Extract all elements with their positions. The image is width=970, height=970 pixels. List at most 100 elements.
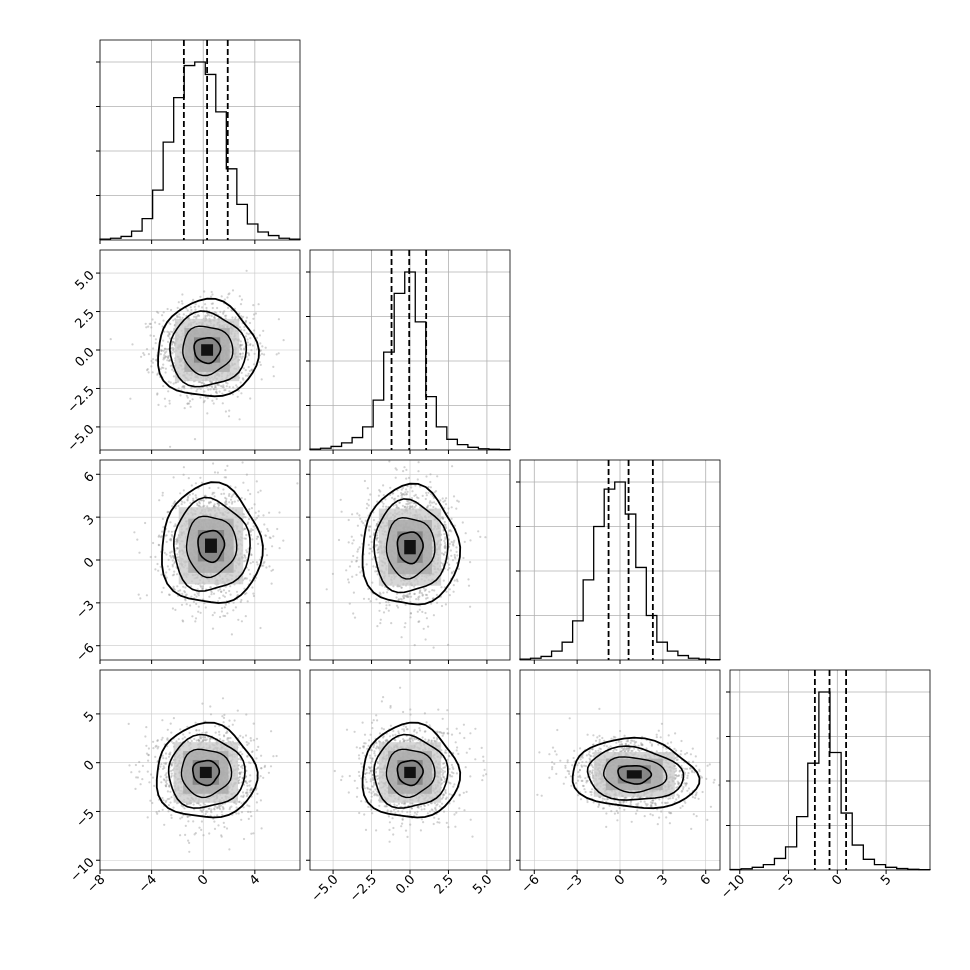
- scatter-point: [210, 290, 213, 294]
- scatter-point: [183, 385, 186, 388]
- scatter-point: [272, 365, 275, 368]
- scatter-point: [225, 314, 228, 317]
- scatter-point: [432, 597, 435, 600]
- scatter-point: [143, 353, 146, 356]
- scatter-point: [259, 489, 262, 492]
- scatter-point: [452, 495, 456, 498]
- scatter-point: [370, 540, 373, 544]
- scatter-point: [206, 505, 209, 508]
- scatter-point: [224, 614, 227, 618]
- scatter-point: [405, 468, 408, 471]
- scatter-point: [168, 354, 171, 358]
- scatter-point: [397, 598, 400, 601]
- scatter-point: [191, 615, 194, 618]
- scatter-point: [215, 397, 218, 401]
- scatter-point: [249, 562, 252, 565]
- scatter-point: [403, 595, 407, 598]
- scatter-point: [441, 517, 444, 520]
- scatter-point: [160, 535, 163, 538]
- scatter-point: [216, 471, 219, 474]
- scatter-point: [417, 497, 420, 500]
- scatter-point: [212, 505, 216, 508]
- scatter-point: [157, 535, 160, 538]
- scatter-point: [156, 739, 159, 743]
- scatter-point: [414, 493, 417, 496]
- scatter-point: [156, 392, 159, 395]
- scatter-point: [189, 802, 192, 805]
- contour-line: [373, 498, 449, 594]
- scatter-point: [192, 298, 195, 301]
- scatter-point: [214, 386, 217, 389]
- scatter-point: [172, 587, 175, 590]
- scatter-point: [210, 314, 213, 318]
- scatter-point: [247, 761, 251, 764]
- scatter-point: [186, 803, 189, 806]
- scatter-point: [426, 504, 430, 507]
- scatter-point: [259, 363, 262, 366]
- scatter-point: [163, 330, 166, 333]
- scatter-point: [367, 543, 370, 547]
- scatter-point: [182, 585, 185, 588]
- scatter-point: [220, 810, 223, 813]
- scatter-point: [231, 316, 234, 319]
- scatter-point: [232, 609, 235, 612]
- scatter-point: [429, 473, 432, 476]
- scatter-point: [190, 387, 193, 390]
- scatter-point: [232, 493, 235, 496]
- scatter-point: [440, 604, 444, 608]
- scatter-point: [262, 564, 265, 567]
- scatter-point: [275, 353, 278, 356]
- scatter-point: [406, 502, 410, 506]
- scatter-point: [442, 517, 445, 520]
- scatter-point: [220, 492, 223, 496]
- scatter-point: [430, 602, 433, 605]
- scatter-point: [363, 479, 366, 483]
- scatter-point: [221, 402, 224, 405]
- scatter-point: [240, 620, 243, 623]
- scatter-point: [177, 315, 180, 318]
- scatter-point: [252, 592, 255, 595]
- scatter-point: [205, 810, 208, 813]
- scatter-point: [198, 740, 201, 743]
- scatter-point: [185, 394, 188, 397]
- scatter-point: [367, 528, 371, 531]
- scatter-point: [168, 593, 171, 597]
- scatter-point: [211, 293, 214, 296]
- scatter-point: [162, 319, 165, 322]
- scatter-point: [419, 506, 422, 509]
- scatter-point: [369, 535, 372, 538]
- scatter-point: [258, 361, 261, 364]
- scatter-point: [258, 558, 262, 561]
- scatter-point: [184, 594, 187, 597]
- panel-frame: [729, 669, 931, 871]
- scatter-point: [154, 555, 157, 559]
- scatter-point: [226, 730, 229, 733]
- scatter-point: [390, 622, 393, 625]
- scatter-point: [252, 304, 255, 307]
- scatter-point: [395, 506, 398, 509]
- scatter-point: [227, 415, 231, 418]
- scatter-point: [452, 544, 455, 547]
- scatter-point: [172, 382, 175, 385]
- scatter-point: [450, 540, 453, 544]
- scatter-point: [363, 524, 366, 527]
- scatter-point: [152, 334, 155, 338]
- scatter-point: [268, 565, 271, 568]
- scatter-point: [246, 791, 249, 794]
- scatter-point: [388, 604, 391, 607]
- scatter-point: [401, 496, 404, 499]
- scatter-point: [391, 496, 394, 499]
- scatter-point: [378, 602, 381, 605]
- scatter-point: [214, 731, 217, 734]
- scatter-point: [257, 510, 260, 513]
- scatter-point: [245, 795, 248, 798]
- panel-frame: [99, 39, 301, 241]
- scatter-point: [440, 586, 443, 589]
- scatter-point: [161, 491, 164, 494]
- scatter-point: [198, 501, 201, 504]
- scatter-point: [244, 615, 247, 618]
- scatter-point: [385, 604, 388, 607]
- scatter-point: [442, 553, 445, 556]
- scatter-point: [228, 719, 231, 722]
- scatter-point: [367, 587, 370, 591]
